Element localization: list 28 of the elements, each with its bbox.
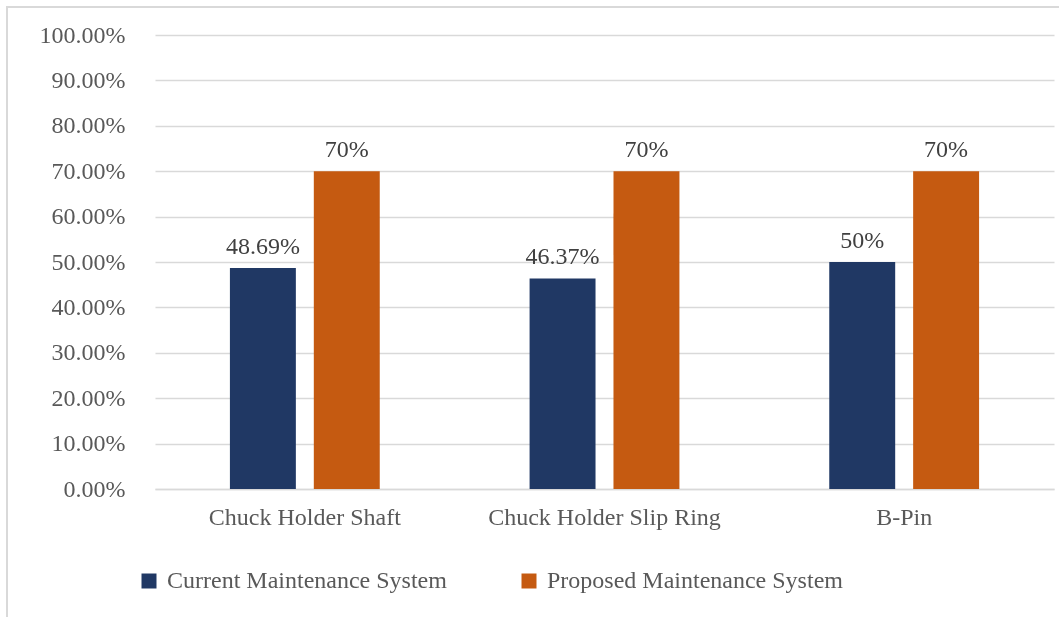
legend-label: Proposed Maintenance System [547, 567, 844, 593]
y-tick-label: 70.00% [51, 157, 126, 184]
y-tick-label: 10.00% [51, 430, 126, 457]
x-tick-label: Chuck Holder Shaft [208, 503, 402, 530]
data-label: 70% [924, 136, 969, 163]
y-tick-label: 100.00% [39, 21, 126, 48]
data-label: 70% [324, 136, 369, 163]
data-label: 48.69% [225, 232, 300, 259]
y-tick-label: 0.00% [63, 475, 126, 502]
data-label: 50% [840, 227, 885, 253]
x-tick-label: Chuck Holder Slip Ring [488, 503, 721, 530]
bar [913, 171, 980, 489]
y-tick-label: 80.00% [51, 112, 126, 139]
y-tick-label: 30.00% [51, 339, 126, 366]
y-tick-label: 40.00% [51, 293, 126, 320]
legend-label: Current Maintenance System [167, 567, 448, 593]
bar [313, 171, 380, 489]
y-tick-label: 60.00% [51, 203, 126, 230]
y-tick-label: 20.00% [51, 384, 126, 411]
y-tick-label: 50.00% [51, 248, 126, 275]
bar [613, 171, 680, 489]
data-label: 70% [624, 136, 669, 163]
data-label: 46.37% [525, 243, 600, 270]
bar [829, 262, 896, 489]
bar [529, 278, 596, 489]
x-tick-label: B-Pin [876, 503, 933, 530]
y-tick-label: 90.00% [51, 66, 126, 93]
bar [229, 267, 296, 489]
